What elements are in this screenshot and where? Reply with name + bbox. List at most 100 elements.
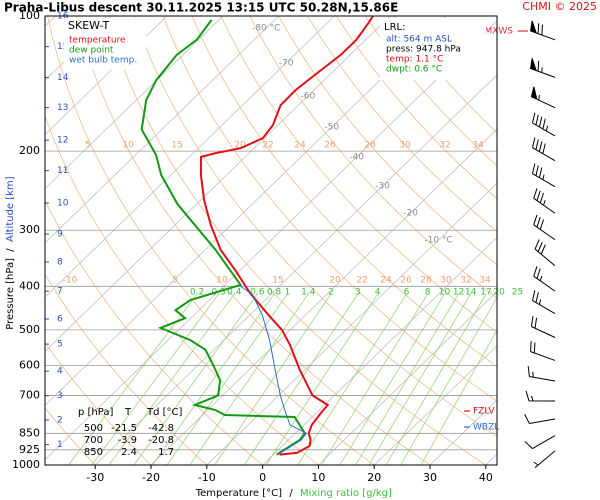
surface-info-title: LRL: [384, 22, 405, 33]
x-tick-label: -10 [198, 471, 216, 484]
mixing-ratio-label: 0.4 [227, 287, 242, 297]
altitude-tick-label: 3 [57, 391, 63, 401]
x2-axis-title: Mixing ratio [g/kg] [300, 488, 392, 499]
adiabat-label: 10 [216, 276, 228, 286]
y-tick-label: 700 [19, 388, 40, 401]
x-tick-label: 10 [311, 471, 325, 484]
wind-barb [530, 316, 556, 338]
altitude-tick-label: 5 [57, 340, 63, 350]
background-lines [45, 16, 497, 465]
dry-adiabat [365, 16, 497, 167]
mixing-ratio-line [244, 293, 359, 465]
wind-barb [531, 137, 556, 162]
x-tick-label: 20 [367, 471, 381, 484]
y-tick-label: 600 [19, 358, 40, 371]
mixing-ratio-label: 2 [328, 287, 334, 297]
mixing-ratio-line [133, 293, 258, 465]
level-label: FZLV [473, 406, 495, 416]
mixing-ratio-line [339, 293, 445, 465]
summary-table: p [hPa] T Td [°C] 500 -21.5 -42.8 700 -3… [78, 407, 183, 458]
axis-title-separator: / [5, 248, 16, 252]
altitude-tick-label: 1 [57, 440, 63, 450]
altitude-tick-label: 6 [57, 315, 63, 325]
isotherm [45, 16, 112, 81]
mixing-ratio-line [297, 293, 407, 465]
mixing-ratio-line [214, 293, 332, 465]
isotherm [45, 16, 168, 136]
altitude-tick-label: 14 [57, 73, 69, 83]
diagram-name: SKEW-T [68, 19, 110, 32]
adiabat-label: 22 [356, 276, 367, 286]
wind-barb [531, 290, 556, 315]
wind-barb [524, 413, 556, 424]
altitude-tick-label: 15 [57, 42, 68, 52]
wind-barb [533, 266, 556, 292]
mixing-ratio-label: 6 [404, 287, 410, 297]
mixing-ratio-label: 0.2 [190, 287, 204, 297]
table-cell: 700 [84, 435, 103, 446]
isotherm [485, 453, 497, 465]
surface-alt: alt: 564 m ASL [386, 35, 452, 45]
mixing-ratio-label: 4 [375, 287, 381, 297]
mixing-ratio-line [189, 293, 309, 465]
adiabat-label: 32 [460, 276, 471, 286]
dry-adiabat [278, 16, 497, 266]
mixing-ratio-line [400, 297, 497, 465]
table-cell: -21.5 [111, 423, 137, 434]
table-header: p [hPa] [78, 407, 113, 418]
table-cell: 1.7 [158, 447, 174, 458]
y-tick-label: 300 [19, 223, 40, 236]
mixing-ratio-line [385, 293, 487, 465]
isotherm [94, 74, 497, 465]
mixing-ratio-label: 0.8 [267, 287, 282, 297]
x-tick-label: -30 [86, 471, 104, 484]
isotherm-label: -40 [349, 153, 364, 163]
table-cell: 500 [84, 423, 103, 434]
y-tick-label: 850 [19, 426, 40, 439]
plot-frame [44, 15, 498, 466]
altitude-tick-label: 10 [57, 199, 69, 209]
isotherm-label: -20 [403, 209, 418, 219]
mixing-ratio-line [91, 293, 219, 465]
altitude-tick-label: 8 [57, 257, 63, 267]
mixing-ratio-label: 3 [355, 287, 361, 297]
isotherm [373, 345, 497, 465]
legend-label: dew point [69, 46, 114, 56]
y-tick-label: 100 [19, 9, 40, 22]
plot-layer: 0.2 0.3 0.4 0.6 0.8 1 1.4 2 3 4 6 8 10 12 14 17 20 251002… [12, 9, 556, 484]
legend-box [64, 18, 146, 70]
adiabat-label: 28 [364, 141, 376, 151]
isotherm [206, 182, 497, 465]
mixing-ratio-line [355, 293, 459, 465]
table-cell: -20.8 [148, 435, 174, 446]
isotherm-label: -80 °C [252, 24, 280, 34]
wind-barb [533, 450, 556, 468]
isotherm [318, 291, 497, 465]
wind-barb [530, 341, 556, 361]
altitude-tick-label: 11 [57, 166, 68, 176]
adiabat-label: 15 [171, 141, 182, 151]
table-cell: -42.8 [148, 423, 174, 434]
wind-barb [531, 163, 556, 188]
mixing-ratio-line [420, 329, 497, 465]
adiabat-label: 26 [324, 141, 336, 151]
adiabat-label: 30 [399, 141, 411, 151]
altitude-tick-label: 2 [57, 416, 63, 426]
adiabat-label: 32 [439, 141, 450, 151]
wind-barb [530, 86, 556, 109]
adiabat-label: -10 [63, 276, 78, 286]
x-tick-label: 40 [479, 471, 493, 484]
mixing-ratio-line [265, 293, 378, 465]
mixing-ratio-line [152, 293, 275, 465]
isotherm [262, 236, 497, 465]
y-tick-label: 1000 [12, 458, 40, 471]
dry-adiabat [249, 16, 497, 299]
wind-barb [534, 239, 556, 267]
adiabat-label: 30 [440, 276, 452, 286]
dry-adiabat [220, 16, 497, 333]
dry-adiabat [45, 115, 319, 465]
isotherm-label: -10 °C [424, 236, 452, 246]
isotherm [45, 16, 391, 352]
table-header: T [124, 407, 132, 418]
